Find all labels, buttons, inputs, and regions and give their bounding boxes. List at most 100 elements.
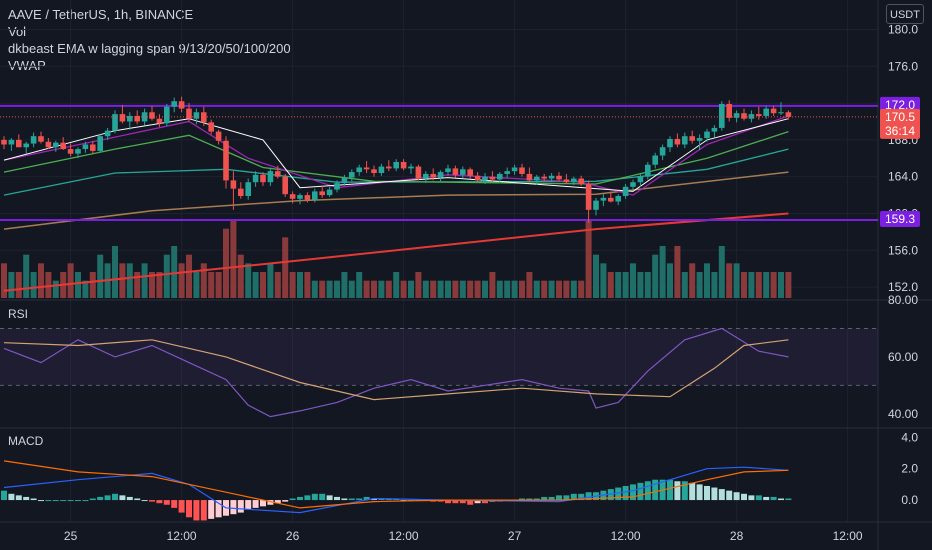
candle-body[interactable] (615, 196, 621, 202)
ema-indicator-label[interactable]: dkbeast EMA w lagging span 9/13/20/50/10… (8, 41, 291, 56)
candle-body[interactable] (349, 172, 355, 178)
candle-body[interactable] (1, 139, 7, 145)
candle-body[interactable] (415, 166, 422, 179)
candle-body[interactable] (534, 176, 540, 181)
candle-body[interactable] (719, 103, 725, 128)
candle-body[interactable] (326, 189, 333, 196)
candle-body[interactable] (386, 166, 392, 169)
candle-body[interactable] (733, 113, 740, 118)
candle-body[interactable] (82, 144, 89, 150)
volume-indicator-label[interactable]: Vol (8, 24, 27, 39)
candle-body[interactable] (748, 114, 755, 119)
candle-body[interactable] (275, 171, 281, 177)
candle-body[interactable] (519, 167, 525, 174)
candle-body[interactable] (334, 183, 340, 190)
candle-body[interactable] (201, 112, 207, 123)
candle-body[interactable] (127, 115, 133, 122)
candle-body[interactable] (563, 179, 570, 183)
candle-body[interactable] (215, 131, 222, 141)
candle-body[interactable] (393, 161, 399, 169)
candle-body[interactable] (674, 138, 681, 145)
candle-body[interactable] (667, 138, 673, 148)
candle-body[interactable] (541, 176, 547, 179)
vwap-indicator-label[interactable]: VWAP (8, 58, 46, 73)
candle-body[interactable] (223, 140, 229, 181)
currency-unit-button[interactable]: USDT (886, 4, 924, 24)
candle-body[interactable] (763, 108, 769, 116)
candle-body[interactable] (630, 182, 636, 187)
candle-body[interactable] (319, 191, 325, 196)
candle-body[interactable] (593, 200, 599, 210)
candle-body[interactable] (696, 138, 703, 141)
candle-body[interactable] (134, 115, 140, 122)
candle-body[interactable] (608, 197, 614, 202)
candle-body[interactable] (704, 131, 710, 139)
candle-body[interactable] (16, 139, 22, 148)
candle-body[interactable] (60, 142, 66, 150)
candle-body[interactable] (659, 147, 666, 156)
candle-body[interactable] (238, 188, 244, 197)
candle-body[interactable] (548, 175, 555, 179)
candle-body[interactable] (208, 122, 214, 132)
candle-body[interactable] (452, 168, 459, 175)
candle-body[interactable] (178, 101, 185, 109)
candle-body[interactable] (97, 136, 103, 151)
candle-body[interactable] (245, 182, 251, 197)
candle-body[interactable] (104, 130, 111, 137)
candle-body[interactable] (482, 176, 488, 181)
candle-body[interactable] (585, 184, 592, 210)
candle-body[interactable] (689, 136, 695, 141)
symbol-title[interactable]: AAVE / TetherUS, 1h, BINANCE (8, 7, 194, 22)
candle-body[interactable] (149, 112, 155, 119)
candle-body[interactable] (556, 175, 562, 180)
candle-body[interactable] (75, 149, 81, 154)
candle-body[interactable] (90, 144, 96, 151)
candle-body[interactable] (67, 149, 74, 154)
candle-body[interactable] (504, 171, 510, 174)
candle-body[interactable] (511, 167, 518, 172)
candle-body[interactable] (312, 191, 318, 200)
candle-body[interactable] (578, 178, 584, 185)
candle-body[interactable] (637, 176, 644, 183)
candle-body[interactable] (371, 169, 377, 174)
candle-body[interactable] (489, 176, 496, 180)
candle-body[interactable] (467, 169, 473, 176)
rsi-pane-label[interactable]: RSI (8, 307, 29, 321)
candle-body[interactable] (378, 166, 385, 174)
candle-body[interactable] (186, 108, 192, 119)
candle-body[interactable] (756, 114, 762, 116)
candle-body[interactable] (119, 114, 126, 122)
candle-body[interactable] (8, 139, 15, 145)
candle-body[interactable] (267, 171, 274, 183)
candle-body[interactable] (785, 112, 792, 117)
candle-body[interactable] (460, 169, 466, 175)
candle-body[interactable] (600, 197, 607, 201)
candle-body[interactable] (778, 112, 784, 114)
candle-body[interactable] (652, 155, 658, 165)
candle-body[interactable] (400, 161, 407, 169)
candle-body[interactable] (297, 195, 303, 199)
candle-body[interactable] (171, 101, 177, 107)
candle-body[interactable] (770, 108, 777, 114)
candle-body[interactable] (645, 164, 651, 177)
candle-body[interactable] (445, 168, 451, 173)
candle-body[interactable] (430, 173, 436, 178)
candle-body[interactable] (23, 143, 29, 148)
candle-body[interactable] (682, 136, 688, 145)
candle-body[interactable] (497, 173, 503, 180)
candle-body[interactable] (304, 195, 311, 200)
candle-body[interactable] (53, 142, 59, 148)
macd-pane-label[interactable]: MACD (8, 434, 44, 448)
candle-body[interactable] (230, 180, 237, 189)
candle-body[interactable] (156, 118, 163, 124)
candle-body[interactable] (30, 136, 37, 144)
candle-body[interactable] (711, 127, 718, 132)
candle-body[interactable] (571, 178, 577, 183)
candle-body[interactable] (437, 172, 444, 178)
candle-body[interactable] (45, 141, 52, 148)
candle-body[interactable] (164, 106, 170, 124)
candle-body[interactable] (193, 112, 200, 119)
candle-body[interactable] (356, 167, 362, 173)
candle-body[interactable] (741, 113, 747, 119)
